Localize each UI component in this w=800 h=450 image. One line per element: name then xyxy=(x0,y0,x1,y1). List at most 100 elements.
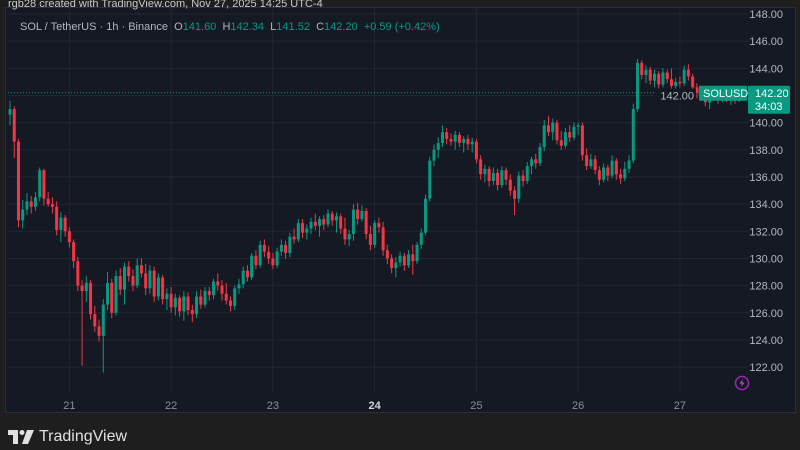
candle-body xyxy=(59,217,63,230)
candle xyxy=(530,156,534,175)
low-label: L xyxy=(270,21,277,33)
candle xyxy=(127,261,131,282)
candle-body xyxy=(131,276,135,286)
candle xyxy=(474,138,478,164)
candle-body xyxy=(305,228,309,233)
candle xyxy=(224,282,228,305)
candle-body xyxy=(466,138,470,145)
candle xyxy=(250,253,254,281)
candle-body xyxy=(42,170,46,199)
candle-body xyxy=(614,160,618,175)
candle xyxy=(576,122,580,135)
candle xyxy=(241,266,245,289)
candle xyxy=(449,133,453,146)
candle xyxy=(207,286,211,301)
candle xyxy=(228,296,232,312)
candle xyxy=(623,162,627,182)
candle xyxy=(76,257,80,292)
low-value: 141.52 xyxy=(276,21,310,33)
candle-body xyxy=(483,168,487,175)
open-value: 141.60 xyxy=(182,21,217,33)
candle-body xyxy=(16,141,20,221)
candle-body xyxy=(339,216,343,229)
candle-body xyxy=(279,244,283,252)
candle xyxy=(101,299,105,373)
candle xyxy=(563,128,567,149)
candle xyxy=(669,68,673,89)
candle xyxy=(546,115,550,137)
candle-body xyxy=(313,221,317,226)
candle xyxy=(377,217,381,233)
close-label: C xyxy=(316,21,325,33)
candle xyxy=(351,204,355,241)
symbol-title[interactable]: SOL / TetherUS · 1h · Binance xyxy=(20,21,168,33)
candle xyxy=(407,250,411,268)
candle xyxy=(55,201,59,236)
tradingview-brand[interactable]: TradingView xyxy=(8,428,127,446)
candle-body xyxy=(432,149,436,161)
lightning-alert-icon[interactable] xyxy=(734,375,750,391)
candle-body xyxy=(190,310,194,315)
candle-body xyxy=(428,160,432,199)
candle xyxy=(288,232,292,258)
candle-body xyxy=(76,261,80,286)
candle xyxy=(173,293,177,316)
candle-body xyxy=(657,73,661,85)
candle-body xyxy=(80,285,84,292)
candle xyxy=(657,71,661,89)
candle-body xyxy=(309,221,313,229)
candle-body xyxy=(674,81,678,86)
candle-body xyxy=(228,300,232,306)
candle xyxy=(122,262,126,305)
candle-body xyxy=(589,159,593,167)
candle xyxy=(131,269,135,292)
candle-body xyxy=(135,265,139,286)
candle xyxy=(16,138,20,228)
time-tick-label: 25 xyxy=(470,400,482,412)
candle-body xyxy=(97,326,101,336)
price-tick-label: 144.00 xyxy=(749,63,783,75)
open-label: O xyxy=(174,21,183,33)
candle xyxy=(521,170,525,187)
candle-body xyxy=(67,231,71,243)
candle xyxy=(385,244,389,264)
candle xyxy=(542,119,546,152)
candle xyxy=(496,168,500,191)
candle xyxy=(118,267,122,296)
candle xyxy=(631,103,635,164)
candle xyxy=(513,186,517,215)
candle xyxy=(178,295,182,317)
candle-body xyxy=(496,172,500,186)
candle xyxy=(555,119,559,145)
candle xyxy=(610,155,614,179)
candle xyxy=(373,220,377,248)
candle xyxy=(343,217,347,245)
candle xyxy=(93,305,97,332)
candle xyxy=(606,164,610,182)
candle xyxy=(568,125,572,142)
candle-body xyxy=(72,242,76,262)
candle xyxy=(80,280,84,366)
candle xyxy=(67,227,71,248)
change-value: +0.59 (+0.42%) xyxy=(363,21,440,33)
candle-body xyxy=(245,270,249,278)
candle xyxy=(695,83,699,99)
candle-body xyxy=(258,244,262,266)
candle-body xyxy=(29,201,33,207)
candle-body xyxy=(84,282,88,292)
price-tick-label: 128.00 xyxy=(749,281,783,293)
candle-body xyxy=(652,73,656,81)
candle-body xyxy=(161,277,165,300)
candle xyxy=(161,274,165,305)
candle-body xyxy=(89,282,93,315)
candle-body xyxy=(127,266,131,277)
candle-body xyxy=(661,72,665,85)
candle xyxy=(470,137,474,153)
candle xyxy=(254,250,258,270)
candle-body xyxy=(538,147,542,164)
candle-body xyxy=(610,160,614,176)
candle xyxy=(59,212,63,243)
candle xyxy=(424,194,428,236)
candle xyxy=(636,58,640,112)
